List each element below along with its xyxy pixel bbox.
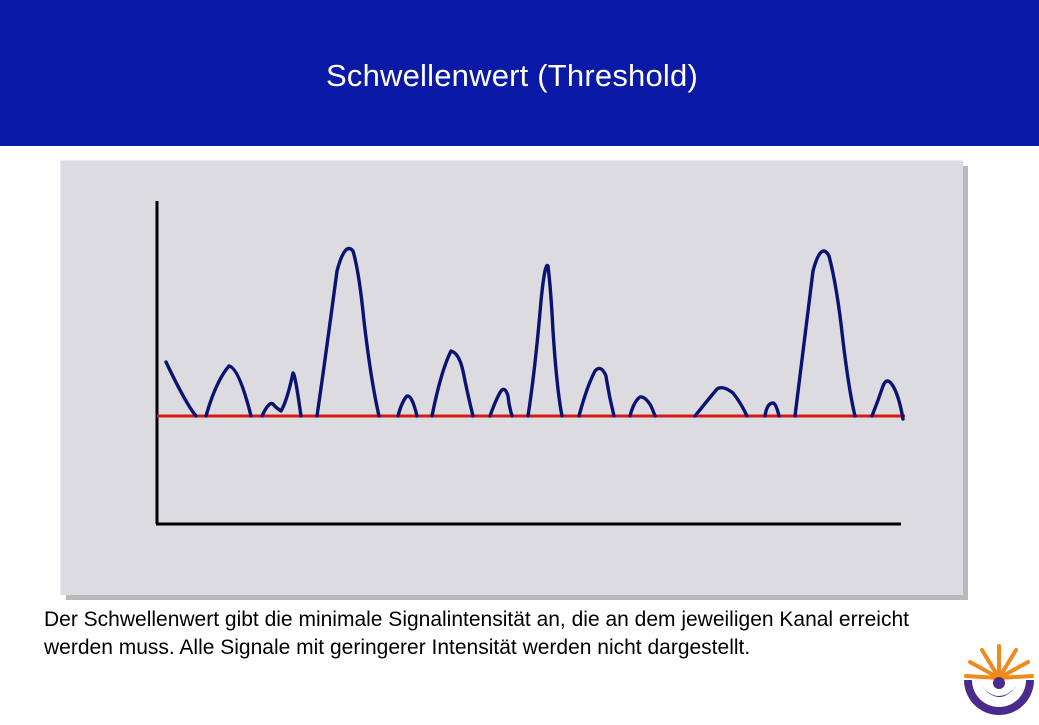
signal-trace	[164, 246, 905, 421]
threshold-diagram	[155, 201, 905, 526]
slide-title: Schwellenwert (Threshold)	[326, 58, 698, 93]
sunburst-logo-icon	[960, 640, 1039, 720]
diagram-panel	[60, 160, 963, 595]
caption-text: Der Schwellenwert gibt die minimale Sign…	[44, 608, 909, 659]
title-bar: Schwellenwert (Threshold)	[0, 0, 1039, 146]
